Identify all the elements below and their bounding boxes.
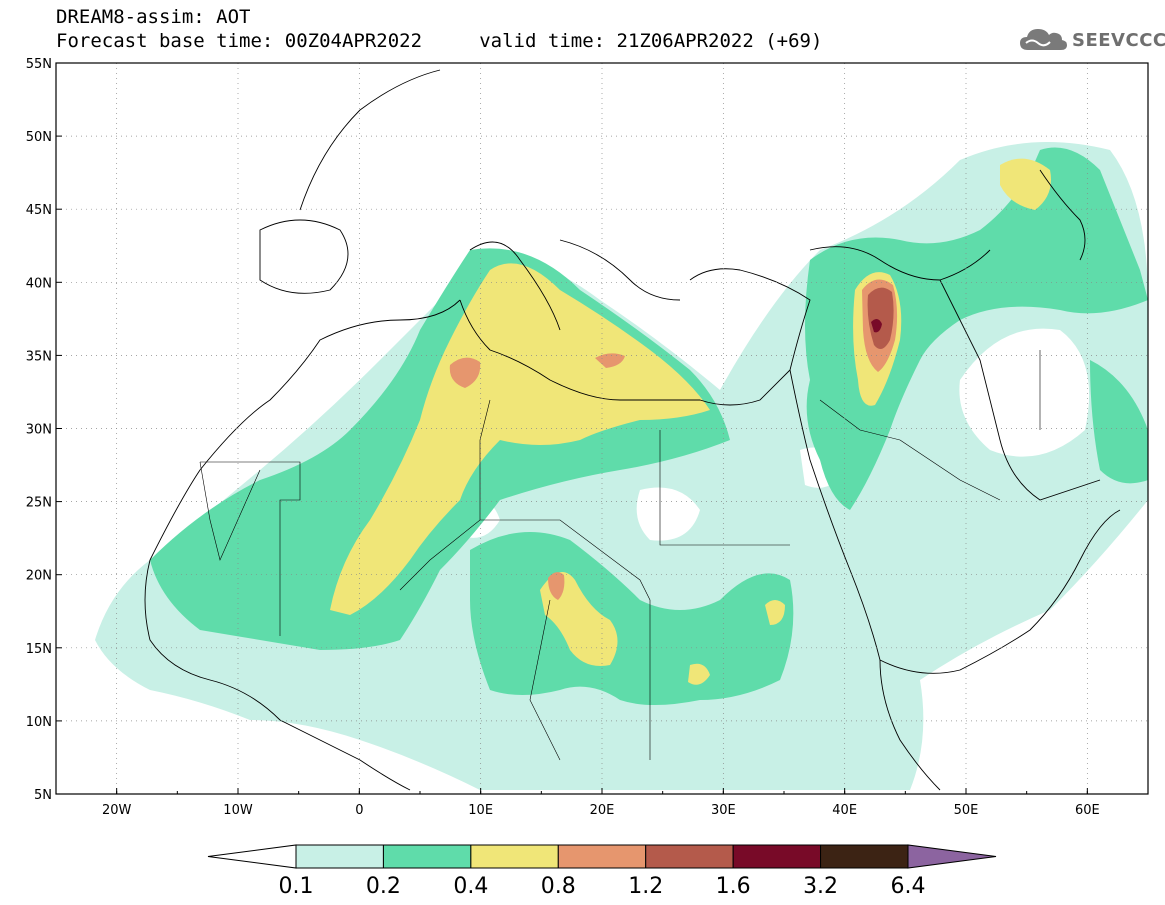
colorbar-swatch: [470, 844, 559, 869]
lat-tick-label: 25N: [26, 496, 52, 511]
lat-tick-label: 35N: [26, 349, 52, 364]
colorbar-swatch: [645, 844, 734, 869]
seevccc-logo: SEEVCCC: [1018, 26, 1165, 54]
forecast-times: Forecast base time: 00Z04APR2022 valid t…: [56, 30, 823, 52]
colorbar-swatch: [732, 844, 822, 869]
colorbar-label: 0.1: [279, 874, 314, 899]
axis-ticks: 55N 50N 45N 40N 35N 30N 25N 20N 15N 10N 5N 20W 10W 0 1…: [26, 57, 1149, 818]
coastlines: [144, 69, 1121, 791]
colorbar-label: 3.2: [803, 874, 838, 899]
lat-tick-label: 50N: [26, 130, 52, 145]
colorbar: 0.1 0.2 0.4 0.8 1.2 1.6 3.2 6.4: [207, 844, 997, 899]
lat-tick-label: 30N: [26, 423, 52, 438]
lat-tick-label: 20N: [26, 569, 52, 584]
lon-tick-label: 20W: [102, 803, 132, 818]
lat-tick-label: 5N: [34, 788, 52, 803]
aot-level-1-6: [871, 318, 882, 333]
cloud-icon: [1020, 29, 1067, 50]
lon-tick-label: 50E: [954, 803, 979, 818]
lat-tick-label: 45N: [26, 203, 52, 218]
colorbar-label: 6.4: [891, 874, 926, 899]
colorbar-label: 0.2: [366, 874, 401, 899]
borders: [199, 350, 1041, 761]
colorbar-swatch: [557, 844, 647, 869]
colorbar-swatch: [382, 844, 472, 869]
colorbar-label: 1.6: [716, 874, 751, 899]
lat-tick-label: 15N: [26, 642, 52, 657]
graticule: [56, 63, 1148, 794]
logo-text: SEEVCCC: [1072, 29, 1165, 51]
colorbar-label: 1.2: [628, 874, 663, 899]
lat-tick-label: 55N: [26, 57, 52, 72]
aot-level-1-2: [867, 287, 894, 349]
lon-tick-label: 10E: [468, 803, 493, 818]
lon-tick-label: 20E: [590, 803, 615, 818]
lat-tick-label: 10N: [26, 715, 52, 730]
lat-tick-label: 40N: [26, 276, 52, 291]
colorbar-swatch: [295, 844, 384, 869]
colorbar-swatch: [820, 844, 909, 869]
colorbar-low-arrow: [207, 844, 297, 869]
aerosol-field: [95, 142, 1148, 790]
lon-tick-label: 10W: [223, 803, 253, 818]
colorbar-label: 0.4: [453, 874, 488, 899]
lon-tick-label: 60E: [1075, 803, 1100, 818]
lon-tick-label: 40E: [832, 803, 857, 818]
colorbar-label: 0.8: [541, 874, 576, 899]
lon-tick-label: 0: [355, 803, 363, 818]
colorbar-high-arrow: [907, 844, 997, 869]
map-title: DREAM8-assim: AOT: [56, 6, 251, 28]
lon-tick-label: 30E: [711, 803, 736, 818]
